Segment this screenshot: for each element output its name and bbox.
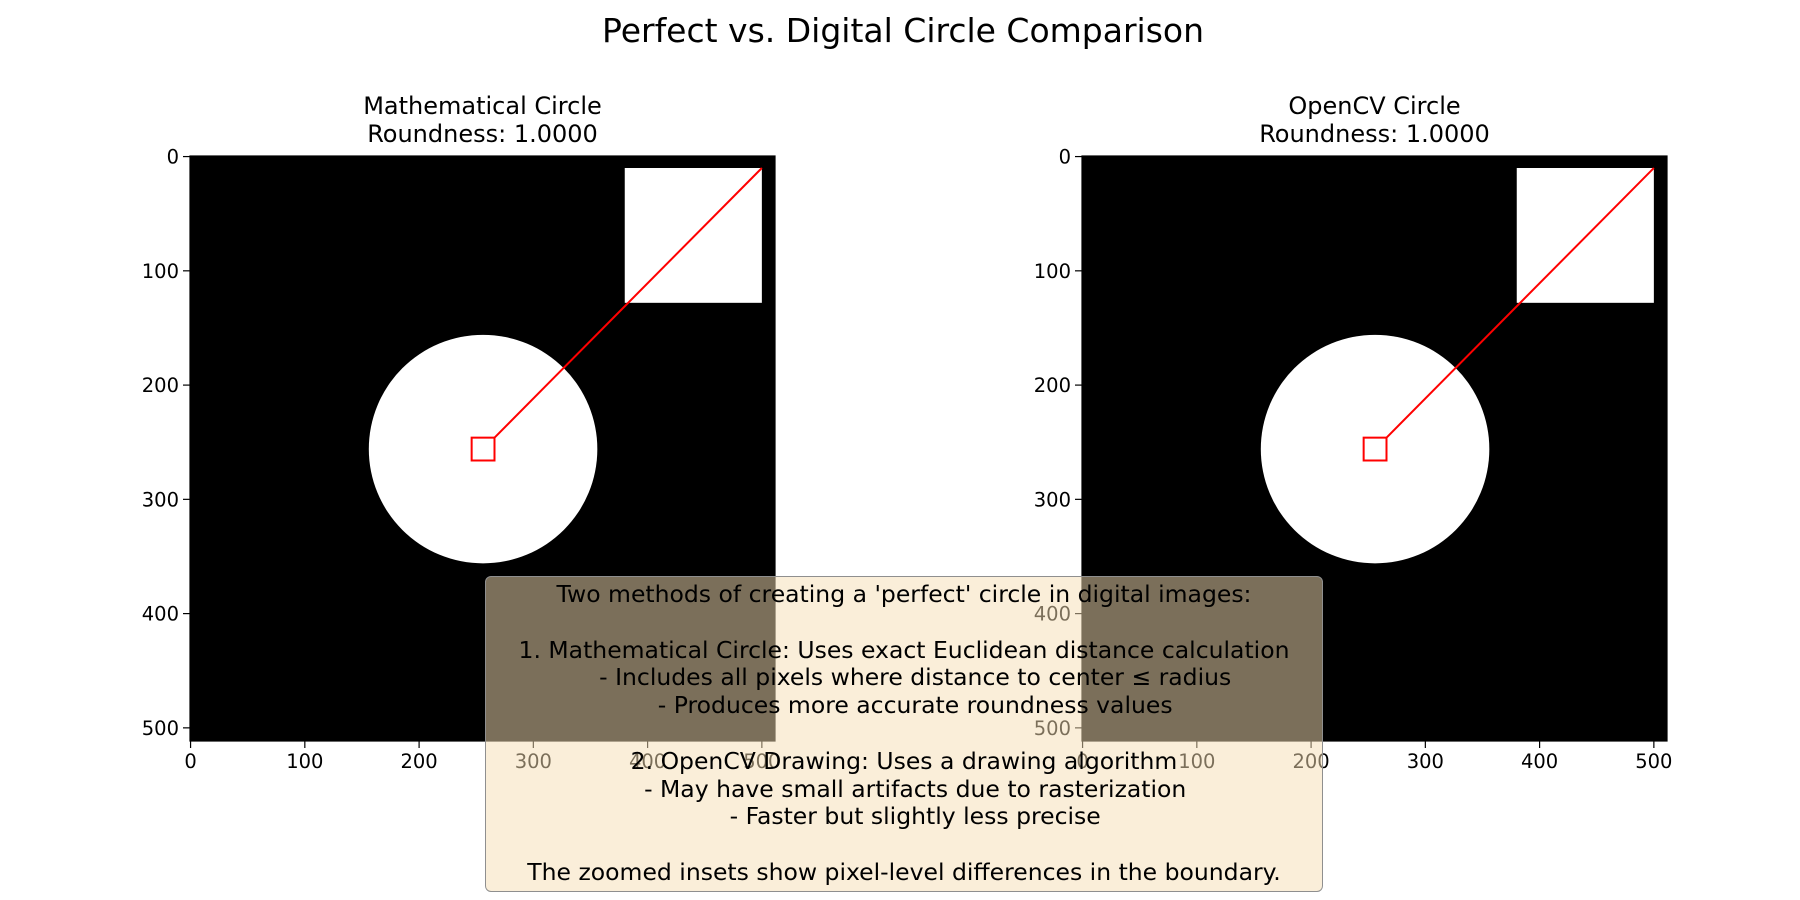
axes-frame xyxy=(189,155,776,742)
annotation-line: Two methods of creating a 'perfect' circ… xyxy=(556,580,1252,608)
y-tick-label: 100 xyxy=(142,260,179,283)
annotation-line xyxy=(486,609,1322,637)
annotation-line: 2. OpenCV Drawing: Uses a drawing algori… xyxy=(630,746,1178,775)
panel-title-line: OpenCV Circle xyxy=(1288,92,1460,120)
axes-frame xyxy=(1081,155,1668,742)
annotation-line: - Faster but slightly less precise xyxy=(707,802,1101,831)
annotation-line: The zoomed insets show pixel-level diffe… xyxy=(527,857,1281,886)
y-tick-label: 100 xyxy=(1034,260,1071,283)
y-tick-label: 500 xyxy=(142,717,179,740)
zoom-box xyxy=(1362,436,1388,462)
annotation-box: Two methods of creating a 'perfect' circ… xyxy=(485,576,1323,892)
y-tick-label: 0 xyxy=(1059,146,1071,169)
annotation-line: - May have small artifacts due to raster… xyxy=(621,774,1187,803)
x-tick-label: 500 xyxy=(1635,750,1672,773)
y-tick-label: 200 xyxy=(142,374,179,397)
panel-title-line: Roundness: 1.0000 xyxy=(1259,120,1490,148)
inset-connector-line xyxy=(1385,167,1655,439)
annotation-line: 1. Mathematical Circle: Uses exact Eucli… xyxy=(518,635,1290,664)
x-tick-label: 300 xyxy=(1407,750,1444,773)
y-tick-label: 200 xyxy=(1034,374,1071,397)
annotation-line: - Produces more accurate roundness value… xyxy=(635,691,1173,720)
inset-connector-line xyxy=(493,167,763,439)
y-tick-label: 300 xyxy=(142,488,179,511)
y-tick-label: 0 xyxy=(167,146,179,169)
x-tick-label: 400 xyxy=(1521,750,1558,773)
figure-title: Perfect vs. Digital Circle Comparison xyxy=(602,11,1204,50)
panel-title-line: Roundness: 1.0000 xyxy=(367,120,598,148)
panel-title-line: Mathematical Circle xyxy=(363,92,602,120)
annotation-line xyxy=(486,720,1322,748)
zoom-box xyxy=(470,436,496,462)
x-tick-label: 100 xyxy=(286,750,323,773)
x-tick-label: 0 xyxy=(184,750,196,773)
annotation-line: - Includes all pixels where distance to … xyxy=(576,663,1232,692)
x-tick-label: 200 xyxy=(400,750,437,773)
y-tick-label: 300 xyxy=(1034,488,1071,511)
y-tick-label: 400 xyxy=(142,603,179,626)
annotation-line xyxy=(486,831,1322,859)
